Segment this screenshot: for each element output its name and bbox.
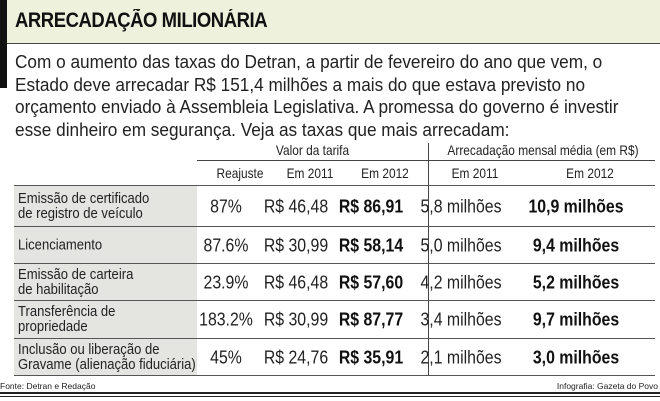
intro-line: esse dinheiro em segurança. Veja as taxa… [15,118,510,140]
accent-bar [0,0,7,88]
cell-tarifa-2012: R$ 87,77 [338,309,404,330]
cell-arrecadacao-2011: 3,4 milhões [420,309,502,330]
group-header-tarifa: Valor da tarifa [275,142,350,158]
row-label-text: Transferência de propriedade [18,305,207,335]
cell-reajuste: 45% [210,347,242,367]
cell-tarifa-2012: R$ 58,14 [338,235,404,255]
cell-reajuste: 183.2% [199,309,253,330]
label-line: propriedade [18,319,88,335]
row-label: Emissão de carteira de habilitação [14,264,197,301]
row-label-text: Licenciamento [18,238,207,253]
cell-arrecadacao-2011: 2,1 milhões [420,347,502,367]
label-line: de registro de veículo [18,205,143,222]
credit-note: Infografia: Gazeta do Povo [556,381,658,391]
label-line: Gravame (alienação fiduciária) [18,356,196,373]
table-row: Licenciamento 87.6% R$ 30,99 R$ 58,14 5,0 mi… [14,226,655,264]
page-title: ARRECADAÇÃO MILIONÁRIA [15,9,268,32]
cell-arrecadacao-2012: 10,9 milhões [528,196,624,216]
col-header-arrecadacao-2011: Em 2011 [451,165,499,181]
cell-reajuste: 87.6% [203,235,249,255]
group-header-arrecadacao: Arrecadação mensal média (em R$) [447,142,639,158]
label-line: Emissão de carteira [18,266,134,283]
cell-tarifa-2011: R$ 46,48 [263,196,329,216]
col-header-tarifa-2011: Em 2011 [286,165,334,181]
label-line: Licenciamento [18,237,103,253]
intro-text: Com o aumento das taxas do Detran, a par… [15,51,629,141]
intro-line: Com o aumento das taxas do Detran, a par… [15,51,603,72]
cell-arrecadacao-2011: 4,2 milhões [420,272,502,292]
table-row: Emissão de carteira de habilitação 23.9% R$… [14,263,655,301]
label-line: Inclusão ou liberação de [18,341,160,358]
intro-line: orçamento enviado à Assembleia Legislati… [15,96,619,117]
cell-tarifa-2011: R$ 30,99 [263,235,329,255]
intro-line: Estado deve arrecadar R$ 151,4 milhões a… [15,73,586,95]
cell-tarifa-2012: R$ 57,60 [338,272,404,292]
row-label-text: Inclusão ou liberação de Gravame (alienaç… [18,341,207,373]
title-bar [0,0,660,44]
table-row: Emissão de certificado de registro de veí… [14,185,655,227]
table-row: Inclusão ou liberação de Gravame (alienaç… [14,338,655,376]
label-line: Emissão de certificado [18,190,150,207]
cell-arrecadacao-2012: 9,4 milhões [532,235,620,255]
row-label: Licenciamento [14,227,197,264]
table-row: Transferência de propriedade 183.2% R$ 30,9… [14,300,655,339]
cell-tarifa-2011: R$ 46,48 [263,272,329,292]
footer-rule [0,392,660,397]
cell-tarifa-2011: R$ 30,99 [263,309,329,330]
table-bottom-line [14,375,655,376]
label-line: de habilitação [18,281,99,298]
cell-arrecadacao-2012: 5,2 milhões [532,272,620,292]
col-header-arrecadacao-2012: Em 2012 [566,165,614,181]
cell-arrecadacao-2011: 5,0 milhões [420,235,502,255]
cell-tarifa-2012: R$ 86,91 [338,196,404,216]
row-label: Emissão de certificado de registro de veí… [14,186,197,227]
cell-arrecadacao-2012: 3,0 milhões [532,347,620,367]
row-label-text: Emissão de certificado de registro de veí… [18,190,207,222]
row-label: Transferência de propriedade [14,301,197,339]
cell-arrecadacao-2011: 5,8 milhões [420,196,502,216]
col-header-tarifa-2012: Em 2012 [361,165,409,181]
row-label-text: Emissão de carteira de habilitação [18,266,207,298]
row-label: Inclusão ou liberação de Gravame (alienaç… [14,339,197,376]
cell-reajuste: 23.9% [203,272,249,292]
cell-tarifa-2011: R$ 24,76 [263,347,329,367]
column-divider [428,143,429,375]
cell-arrecadacao-2012: 9,7 milhões [532,309,620,330]
group-divider [197,160,655,161]
source-note: Fonte: Detran e Redação [0,381,96,391]
cell-reajuste: 87% [210,196,242,216]
col-header-reajuste: Reajuste [216,165,264,181]
cell-tarifa-2012: R$ 35,91 [338,347,404,367]
label-line: Transferência de [18,304,116,320]
